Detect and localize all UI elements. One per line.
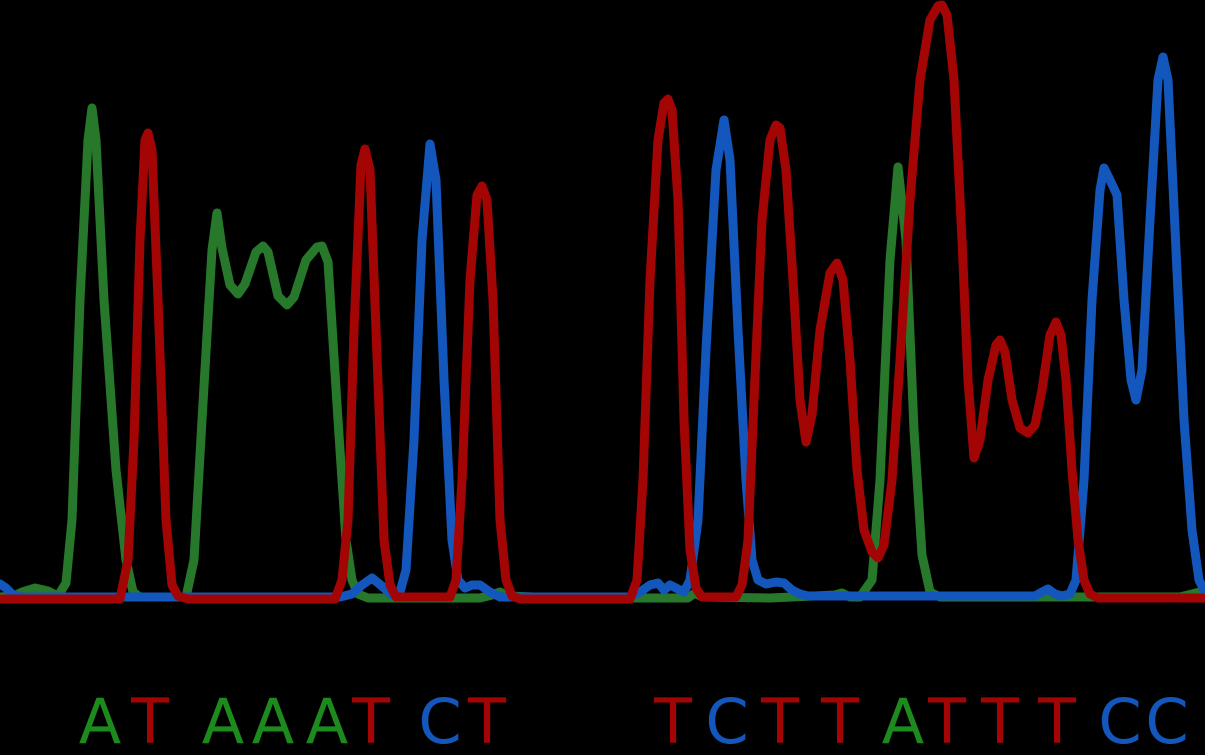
base-call-t: T	[130, 685, 170, 755]
base-call-t: T	[927, 685, 967, 755]
base-call-c: C	[705, 685, 748, 755]
base-call-t: T	[467, 685, 507, 755]
base-call-a: A	[306, 685, 348, 755]
base-call-t: T	[653, 685, 693, 755]
trace-a-green	[0, 103, 1205, 603]
base-call-a: A	[882, 685, 924, 755]
base-call-t: T	[760, 685, 800, 755]
base-call-a: A	[79, 685, 121, 755]
base-call-a: A	[252, 685, 294, 755]
base-call-a: A	[202, 685, 244, 755]
trace-t-red	[0, 0, 1205, 604]
base-call-c: C	[1098, 685, 1141, 755]
base-call-t: T	[351, 685, 391, 755]
base-call-c: C	[1145, 685, 1188, 755]
base-call-t: T	[980, 685, 1020, 755]
base-call-c: C	[418, 685, 461, 755]
trace-c-blue	[0, 52, 1205, 602]
base-call-t: T	[820, 685, 860, 755]
base-call-t: T	[1037, 685, 1077, 755]
